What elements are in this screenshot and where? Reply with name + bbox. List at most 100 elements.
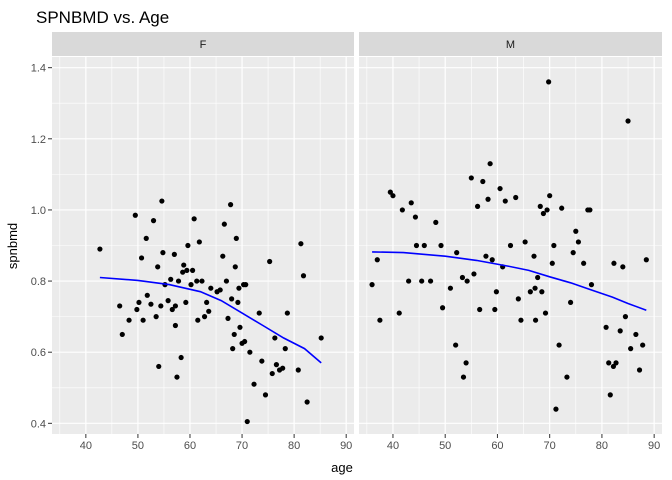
data-point: [232, 264, 238, 270]
data-point: [406, 278, 412, 284]
data-point: [633, 331, 639, 338]
y-tick-label: 1.4: [31, 63, 46, 75]
data-point: [217, 287, 223, 293]
data-point: [390, 193, 396, 199]
data-point: [189, 267, 196, 273]
data-point: [284, 310, 290, 316]
data-point: [485, 196, 491, 202]
data-point: [453, 342, 459, 348]
data-point: [304, 399, 310, 405]
data-point: [117, 303, 123, 309]
data-point: [153, 314, 159, 320]
data-point: [620, 264, 626, 270]
data-point: [628, 346, 634, 352]
data-point: [447, 285, 454, 291]
data-point: [535, 274, 541, 281]
data-point: [513, 194, 519, 201]
data-point: [171, 251, 177, 257]
facet-strip-label: F: [200, 39, 207, 51]
data-point: [269, 370, 275, 377]
data-point: [487, 161, 493, 167]
data-point: [522, 239, 528, 245]
data-point: [235, 299, 241, 306]
data-point: [551, 242, 557, 249]
data-point: [262, 392, 269, 398]
x-tick-label: 60: [491, 440, 503, 452]
x-tick-label: 50: [439, 440, 451, 452]
data-point: [134, 306, 140, 313]
y-tick-label: 0.6: [31, 347, 46, 359]
data-point: [272, 335, 278, 341]
data-point: [256, 310, 262, 316]
data-point: [233, 235, 239, 241]
data-point: [231, 331, 237, 338]
data-point: [532, 285, 538, 291]
facet-strip-label: M: [506, 39, 515, 51]
data-point: [617, 328, 623, 334]
data-point: [606, 360, 612, 366]
y-tick-label: 1.0: [31, 205, 46, 217]
data-point: [165, 298, 171, 304]
data-point: [174, 374, 180, 380]
data-point: [318, 335, 324, 341]
data-point: [515, 296, 521, 302]
x-tick-label: 80: [288, 440, 300, 452]
data-point: [460, 374, 467, 380]
data-point: [474, 203, 481, 209]
x-tick-label: 70: [236, 440, 248, 452]
data-point: [126, 317, 132, 323]
facet-panel-f: F 40 50 60 70 80 90: [52, 32, 354, 452]
data-point: [223, 278, 230, 284]
x-tick-label: 90: [648, 440, 660, 452]
data-point: [282, 346, 288, 352]
data-point: [497, 185, 503, 192]
data-point: [570, 250, 576, 256]
data-point: [588, 282, 595, 288]
y-tick-label: 0.8: [31, 276, 46, 288]
data-point: [242, 338, 248, 345]
data-point: [640, 342, 646, 348]
data-point: [251, 381, 257, 387]
data-point: [439, 305, 446, 311]
data-point: [208, 285, 214, 291]
data-point: [204, 299, 210, 306]
data-point: [295, 367, 301, 373]
data-point: [169, 306, 175, 313]
data-point: [168, 276, 174, 282]
data-point: [188, 282, 194, 288]
y-tick-label: 1.2: [31, 134, 46, 146]
data-point: [259, 358, 265, 364]
data-point: [537, 203, 543, 209]
data-point: [150, 218, 157, 224]
data-point: [471, 271, 477, 277]
data-point: [564, 374, 570, 380]
data-point: [399, 207, 405, 213]
data-point: [518, 317, 524, 323]
y-tick-label: 0.4: [31, 418, 46, 430]
x-tick-label: 50: [132, 440, 144, 452]
data-point: [181, 262, 187, 268]
data-point: [180, 269, 186, 275]
data-point: [229, 296, 235, 302]
data-point: [542, 310, 549, 316]
data-point: [531, 253, 537, 259]
data-point: [549, 260, 555, 266]
data-point: [183, 299, 189, 306]
data-point: [581, 260, 587, 266]
data-point: [195, 317, 201, 323]
data-point: [172, 303, 179, 309]
data-point: [567, 299, 574, 306]
data-point: [155, 264, 161, 270]
data-point: [412, 214, 419, 220]
data-point: [607, 392, 613, 398]
facet-strip: [52, 32, 354, 56]
data-point: [622, 314, 629, 320]
data-point: [547, 193, 553, 199]
data-point: [573, 228, 579, 234]
data-point: [140, 317, 146, 323]
data-point: [148, 301, 154, 307]
data-point: [244, 418, 250, 425]
data-point: [220, 253, 226, 259]
data-point: [587, 207, 593, 213]
data-point: [413, 242, 420, 249]
